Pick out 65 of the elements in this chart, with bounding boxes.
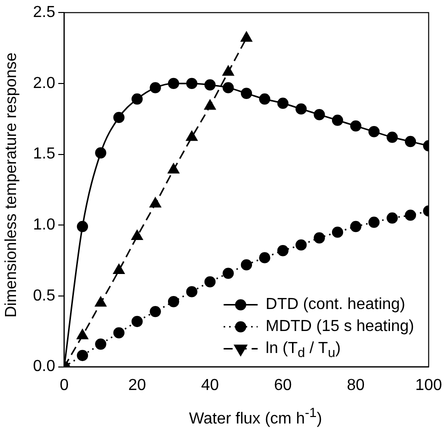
point [368,216,380,228]
point [277,245,288,256]
legend-label: ln (T$_{d}$ / T$_{u}$) [266,340,341,362]
point [76,329,88,340]
point [132,316,143,328]
point [332,114,344,126]
point [314,109,325,120]
point [150,197,162,208]
y-tick-label: 1.5 [32,146,56,163]
point [296,239,307,251]
y-tick-label: 2.5 [32,4,56,22]
point [168,296,180,308]
point [314,232,325,244]
x-tick-label: 40 [201,376,220,394]
point [186,286,198,298]
point [259,93,270,105]
point [386,212,398,224]
point [131,230,143,240]
x-tick-label: 0 [60,376,69,394]
point [296,103,307,115]
point [168,163,180,174]
point [350,120,362,132]
point [404,210,416,221]
x-tick-label: 20 [128,376,146,394]
point [204,276,216,288]
point [240,32,252,42]
point [332,226,344,238]
point [222,82,234,94]
x-tick-label: 80 [346,376,365,394]
y-tick-label: 2.0 [32,74,56,92]
point [277,98,288,109]
point [168,78,180,90]
point [222,268,234,279]
x-axis-title: Water flux (cm h$^{-1}$) [188,405,324,428]
point [95,338,106,350]
point [113,264,125,274]
point [113,327,125,338]
point [186,130,198,141]
point [150,306,161,318]
point [368,126,380,138]
y-axis-title: Dimensionless temperature response [3,52,21,320]
point [240,88,252,99]
point [222,66,234,76]
point [76,220,88,232]
legend-label: DTD (cont. heating) [266,296,406,314]
y-tick-label: 0.5 [32,287,56,304]
point [94,296,106,307]
x-tick-label: 100 [415,376,442,394]
point [186,78,198,90]
y-tick-label: 0.0 [32,358,56,376]
point [204,100,216,110]
point [132,93,143,105]
point [240,259,252,270]
point [95,147,106,158]
y-tick-label: 1.0 [32,216,56,234]
point [350,220,362,232]
point [259,252,270,264]
point [404,136,416,148]
x-tick-label: 60 [274,376,292,394]
legend-label: MDTD (15 s heating) [266,318,414,336]
point [204,79,216,90]
point [76,350,88,362]
point [386,132,398,143]
point [150,82,161,94]
point [113,112,125,124]
